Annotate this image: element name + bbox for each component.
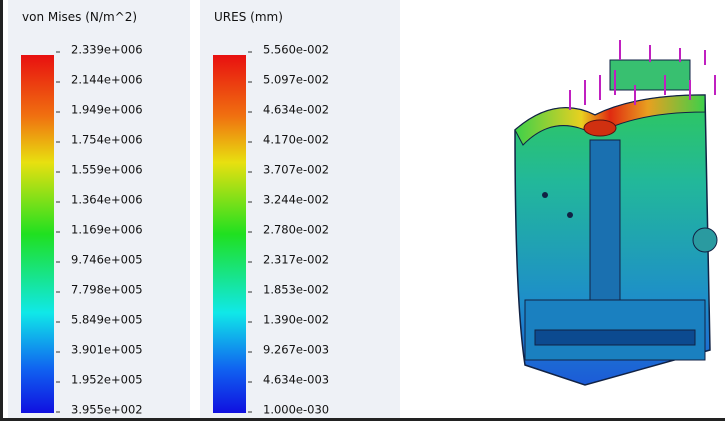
legend-scale: 5.560e-002 5.097e-002 4.634e-002 4.170e-002… [200, 0, 400, 421]
legend-label: 1.364e+006 [71, 193, 143, 207]
legend-label: 5.097e-002 [263, 73, 329, 87]
legend-label: 1.754e+006 [71, 133, 143, 147]
legend-label: 5.849e+005 [71, 313, 143, 327]
legend-label: 3.244e-002 [263, 193, 329, 207]
model-view [405, 0, 725, 421]
legend-label: 1.390e-002 [263, 313, 329, 327]
legend-label: 1.169e+006 [71, 223, 143, 237]
legend-label: 3.707e-002 [263, 163, 329, 177]
legend-label: 1.853e-002 [263, 283, 329, 297]
color-bar [21, 55, 54, 413]
legend-label: 9.746e+005 [71, 253, 143, 267]
color-bar [213, 55, 246, 413]
legend-label: 7.798e+005 [71, 283, 143, 297]
legend-label: 3.955e+002 [71, 403, 143, 417]
legend-label: 4.634e-002 [263, 103, 329, 117]
legend-label: 3.901e+005 [71, 343, 143, 357]
legend-label: 2.144e+006 [71, 73, 143, 87]
legend-label: 2.339e+006 [71, 43, 143, 57]
legend-label: 4.170e-002 [263, 133, 329, 147]
legend-label: 9.267e-003 [263, 343, 329, 357]
legend-label: 2.317e-002 [263, 253, 329, 267]
model [515, 40, 717, 385]
legend-label: 5.560e-002 [263, 43, 329, 57]
legend-label: 1.949e+006 [71, 103, 143, 117]
legend-label: 1.000e-030 [263, 403, 329, 417]
legend-label: 4.634e-003 [263, 373, 329, 387]
legend-label: 2.780e-002 [263, 223, 329, 237]
border [0, 0, 3, 421]
legend-label: 1.952e+005 [71, 373, 143, 387]
screenshot: von Mises (N/m^2) 2.339e+0062.144e+0061.… [0, 0, 725, 421]
legend-scale: 2.339e+006 2.144e+006 1.949e+006 1.754e+006… [8, 0, 190, 421]
legend-label: 1.559e+006 [71, 163, 143, 177]
